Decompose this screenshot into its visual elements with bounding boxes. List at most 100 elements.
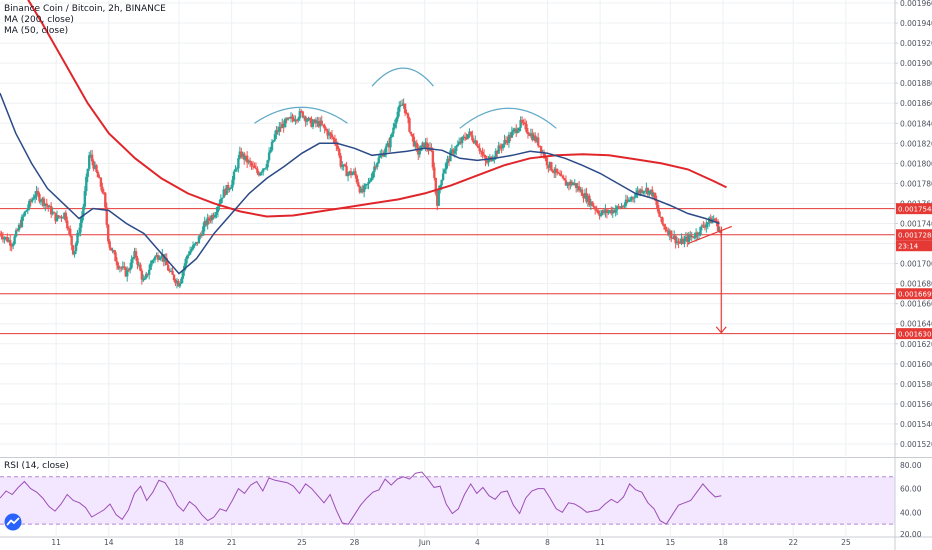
candle-body: [26, 208, 29, 211]
candle-body: [319, 120, 322, 127]
candle-body: [109, 247, 113, 251]
candle-body: [460, 137, 464, 144]
candle-body: [308, 117, 312, 119]
candle-body: [23, 211, 27, 216]
candle-body: [250, 162, 253, 166]
candle-body: [379, 155, 382, 158]
candle-body: [561, 175, 565, 179]
candle-body: [355, 175, 359, 183]
candle-body: [554, 168, 557, 173]
candle-body: [671, 238, 674, 240]
candle-body: [690, 236, 693, 238]
candle-body: [529, 133, 533, 136]
candle-body: [228, 188, 231, 190]
candle-body: [500, 147, 503, 149]
y-axis-tick-label: 0.0018600: [900, 99, 932, 108]
candle-body: [528, 134, 531, 136]
candle-body: [515, 128, 518, 133]
candle-body: [637, 190, 641, 194]
candle-body: [624, 199, 628, 206]
candle-body: [661, 217, 664, 225]
candle-body: [166, 265, 170, 271]
candle-body: [455, 146, 458, 151]
candle-body: [497, 145, 500, 154]
chart-panes: [0, 0, 895, 536]
candle-body: [544, 157, 547, 159]
candle-body: [219, 198, 223, 204]
candle-body: [506, 140, 509, 143]
candle-body: [670, 230, 673, 239]
candle-body: [362, 185, 366, 192]
x-axis-tick-label: 4: [475, 538, 480, 547]
rsi-axis-tick-label: 60.00: [900, 485, 922, 494]
price-tag-bg: [896, 328, 932, 340]
y-axis-tick-label: 0.0018000: [900, 159, 932, 168]
candle-body: [112, 250, 116, 253]
rsi-line: [0, 471, 722, 525]
candle-body: [557, 172, 560, 174]
x-axis-tick-label: 8: [545, 538, 550, 547]
candle-body: [469, 131, 473, 136]
candle-body: [275, 129, 278, 135]
candle-body: [390, 133, 394, 137]
ma50-legend: MA (50, close): [4, 26, 69, 36]
candle-body: [367, 181, 370, 185]
candle-body: [569, 181, 572, 186]
candle-body: [158, 258, 161, 260]
candle-body: [273, 134, 277, 141]
candle-body: [248, 160, 252, 163]
candle-body: [674, 235, 677, 244]
candle-body: [191, 245, 195, 250]
candle-body: [324, 128, 328, 131]
candle-body: [190, 249, 193, 252]
candle-body: [259, 172, 262, 176]
candle-body: [3, 237, 6, 240]
candle-body: [465, 138, 468, 140]
x-axis-tick-label: 18: [174, 538, 184, 547]
candle-body: [580, 189, 584, 196]
candle-body: [51, 212, 54, 215]
candle-body: [212, 215, 215, 218]
price-tag-bg: [896, 288, 932, 300]
x-axis-tick-label: 28: [350, 538, 360, 547]
candle-body: [358, 186, 361, 193]
candle-body: [640, 189, 644, 193]
candle-body: [535, 137, 538, 142]
candle-body: [683, 238, 686, 244]
price-tag-label: 0.0016699: [898, 291, 932, 299]
candle-body: [608, 210, 612, 212]
candle-body: [19, 224, 22, 227]
candle-body: [253, 165, 256, 168]
candle-body: [336, 145, 340, 150]
y-axis-tick-label: 0.0016400: [900, 320, 932, 329]
candle-body: [352, 171, 356, 174]
candle-body: [63, 212, 66, 218]
candle-body: [74, 243, 78, 252]
ma50-line: [0, 92, 720, 275]
candle-body: [645, 188, 648, 192]
candle-body: [329, 132, 332, 135]
candle-body: [45, 203, 48, 206]
candle-body: [343, 164, 347, 167]
candle-body: [387, 143, 391, 148]
candle-body: [534, 135, 537, 142]
candle-body: [6, 236, 9, 242]
candle-body: [134, 251, 138, 258]
candle-body: [257, 172, 261, 176]
candle-body: [345, 166, 348, 177]
rsi-axis-tick-label: 80.00: [900, 461, 922, 470]
candle-body: [175, 281, 179, 284]
x-axis-tick-label: 15: [666, 538, 676, 547]
candle-body: [364, 184, 367, 186]
candle-body: [339, 155, 342, 167]
candle-body: [636, 190, 639, 194]
candle-body: [149, 263, 152, 270]
candle-body: [295, 119, 299, 121]
candle-body: [389, 136, 392, 148]
candle-body: [700, 225, 704, 227]
candle-body: [699, 226, 702, 235]
candle-body: [620, 206, 623, 208]
candle-body: [402, 103, 405, 106]
tradingview-logo-icon[interactable]: [4, 513, 22, 531]
